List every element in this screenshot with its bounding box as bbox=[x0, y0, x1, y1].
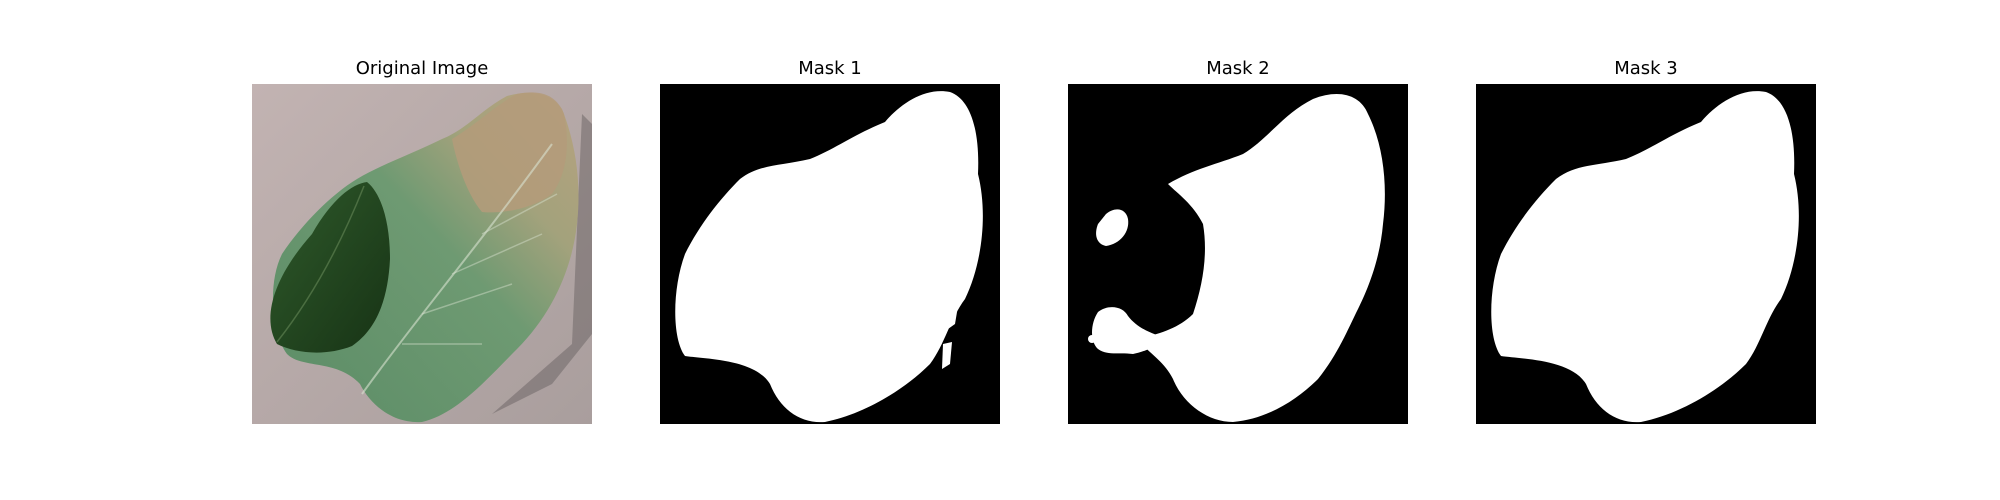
mask-3-image bbox=[1476, 84, 1816, 424]
panel-title: Original Image bbox=[355, 58, 489, 79]
panel-title: Mask 1 bbox=[798, 58, 862, 79]
panel-title: Mask 3 bbox=[1614, 58, 1678, 79]
mask-2-image bbox=[1068, 84, 1408, 424]
mask-1-image bbox=[660, 84, 1000, 424]
leaf-photo bbox=[252, 84, 592, 424]
panel-title: Mask 2 bbox=[1206, 58, 1270, 79]
